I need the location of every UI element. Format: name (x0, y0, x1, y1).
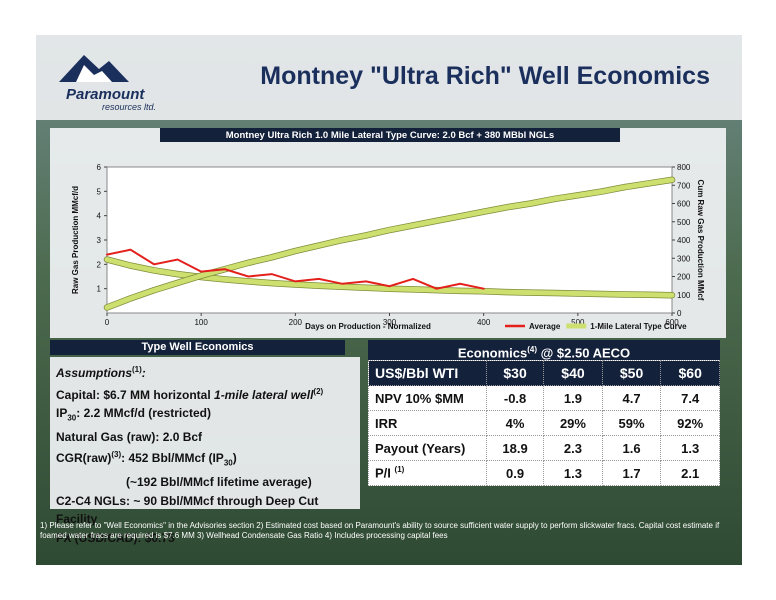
x-tick-label: 400 (477, 318, 491, 327)
table-row: IRR 4% 29% 59% 92% (368, 410, 720, 436)
y2-tick-label: 600 (677, 200, 691, 209)
logo-name: Paramount (66, 86, 145, 103)
note: (1) (394, 465, 405, 475)
line-text: FX (USD/CAD): $0.75 (56, 530, 175, 545)
table-cell: P/I (1) (368, 460, 487, 486)
economics-title: Economics (457, 345, 528, 361)
table-cell: 4.7 (601, 385, 662, 411)
chart: Montney Ultra Rich 1.0 Mile Lateral Type… (50, 128, 726, 338)
logo-sub: resources ltd. (102, 102, 156, 112)
note: (1) (132, 365, 142, 374)
y-tick-label: 1 (97, 285, 102, 294)
economics-title-end: @ $2.50 AECO (540, 345, 631, 361)
table-cell: 18.9 (485, 435, 545, 461)
x-tick-label: 300 (383, 318, 397, 327)
chart-title: Montney Ultra Rich 1.0 Mile Lateral Type… (226, 130, 554, 141)
y-tick-label: 4 (97, 212, 102, 221)
y2-tick-label: 200 (677, 273, 691, 282)
line-text: Natural Gas (raw): 2.0 Bcf (56, 429, 203, 444)
table-row: P/I (1) 0.9 1.3 1.7 2.1 (368, 460, 720, 486)
header: Paramount resources ltd. (36, 35, 742, 120)
x-axis-label: Days on Production - Normalized (305, 322, 431, 331)
table-row: NPV 10% $MM -0.8 1.9 4.7 7.4 (368, 385, 720, 411)
note: (3) (111, 450, 122, 460)
assumptions-heading: Assumptions (56, 366, 133, 380)
assumptions: Assumptions(1): Capital: $6.7 MM horizon… (50, 357, 360, 545)
economics-title-band: Economics(4) @ $2.50 AECO (368, 340, 720, 360)
x-tick-label: 100 (194, 318, 208, 327)
y-axis-label: Raw Gas Production MMcf/d (71, 186, 80, 294)
y2-axis-label: Cum Raw Gas Production MMcf (696, 180, 705, 301)
y-tick-label: 5 (97, 187, 102, 196)
table-cell: US$/Bbl WTI (368, 360, 487, 386)
line-text: Capital: $6.7 MM horizontal (56, 387, 215, 402)
table-row: Payout (Years) 18.9 2.3 1.6 1.3 (368, 435, 720, 461)
subscript: 30 (223, 458, 233, 468)
line-text: C2-C4 NGLs: ~ 90 Bbl/MMcf through Deep C… (56, 493, 319, 527)
chart-title-band (160, 128, 620, 142)
type-well-band: Type Well Economics (50, 340, 345, 355)
line-text: : 2.2 MMcf/d (restricted) (76, 406, 211, 420)
table-cell: Payout (Years) (368, 435, 487, 461)
line-text: IP (56, 406, 68, 420)
y2-tick-label: 0 (677, 309, 682, 318)
y-tick-label: 3 (97, 236, 102, 245)
note: (2) (313, 386, 324, 396)
table-cell: 92% (660, 410, 720, 436)
table-cell: 59% (601, 410, 662, 436)
table-cell: 1.6 (601, 435, 662, 461)
legend-label: Average (529, 322, 561, 331)
assumptions-heading-end: : (141, 366, 146, 380)
economics-table: US$/Bbl WTI $30 $40 $50 $60 NPV 10% $MM -0.8 1.… (368, 360, 720, 486)
x-tick-label: 500 (571, 318, 585, 327)
page-number: 7 (750, 548, 757, 560)
table-cell: 1.7 (601, 460, 662, 486)
table-cell: $30 (485, 360, 545, 386)
table-cell: 2.3 (543, 435, 603, 461)
logo: Paramount resources ltd. (59, 55, 156, 112)
table-cell: $40 (543, 360, 603, 386)
table-cell: $60 (660, 360, 720, 386)
legend-label: 1-Mile Lateral Type Curve (590, 322, 687, 331)
line-text: 1-mile lateral well (214, 387, 314, 402)
y2-tick-label: 500 (677, 218, 691, 227)
table-cell: 2.1 (660, 460, 720, 486)
y2-tick-label: 700 (677, 181, 691, 190)
line-text: (~192 Bbl/MMcf lifetime average) (126, 475, 312, 490)
x-tick-label: 200 (289, 318, 303, 327)
table-cell: 7.4 (660, 385, 720, 411)
y2-tick-label: 800 (677, 163, 691, 172)
note: (4) (527, 345, 537, 354)
table-cell: 1.3 (660, 435, 720, 461)
table-cell: 1.9 (543, 385, 603, 411)
series-line (106, 248, 485, 290)
x-tick-label: 600 (665, 318, 679, 327)
slide-title: Montney "Ultra Rich" Well Economics (260, 62, 710, 90)
series-line (104, 177, 675, 310)
subscript: 30 (67, 413, 77, 423)
line-text: CGR(raw) (56, 451, 112, 466)
table-cell: 29% (543, 410, 603, 436)
table-cell: 4% (485, 410, 545, 436)
y2-tick-label: 300 (677, 254, 691, 263)
line-text: : 452 Bbl/MMcf (IP (121, 451, 224, 466)
table-cell: NPV 10% $MM (368, 385, 487, 411)
economics: Economics(4) @ $2.50 AECO US$/Bbl WTI $30… (368, 340, 720, 486)
y2-tick-label: 100 (677, 291, 691, 300)
table-cell: 1.3 (543, 460, 603, 486)
table-row: US$/Bbl WTI $30 $40 $50 $60 (368, 360, 720, 386)
type-well-title: Type Well Economics (141, 341, 254, 353)
x-tick-label: 0 (105, 318, 110, 327)
y-tick-label: 6 (97, 163, 102, 172)
table-cell: IRR (368, 410, 487, 436)
footnote: 1) Please refer to "Well Economics" in t… (40, 521, 720, 540)
table-cell: -0.8 (485, 385, 545, 411)
table-cell: $50 (601, 360, 662, 386)
line-text: ) (232, 451, 237, 466)
table-cell: 0.9 (485, 460, 545, 486)
y2-tick-label: 400 (677, 236, 691, 245)
y-tick-label: 2 (97, 260, 102, 269)
